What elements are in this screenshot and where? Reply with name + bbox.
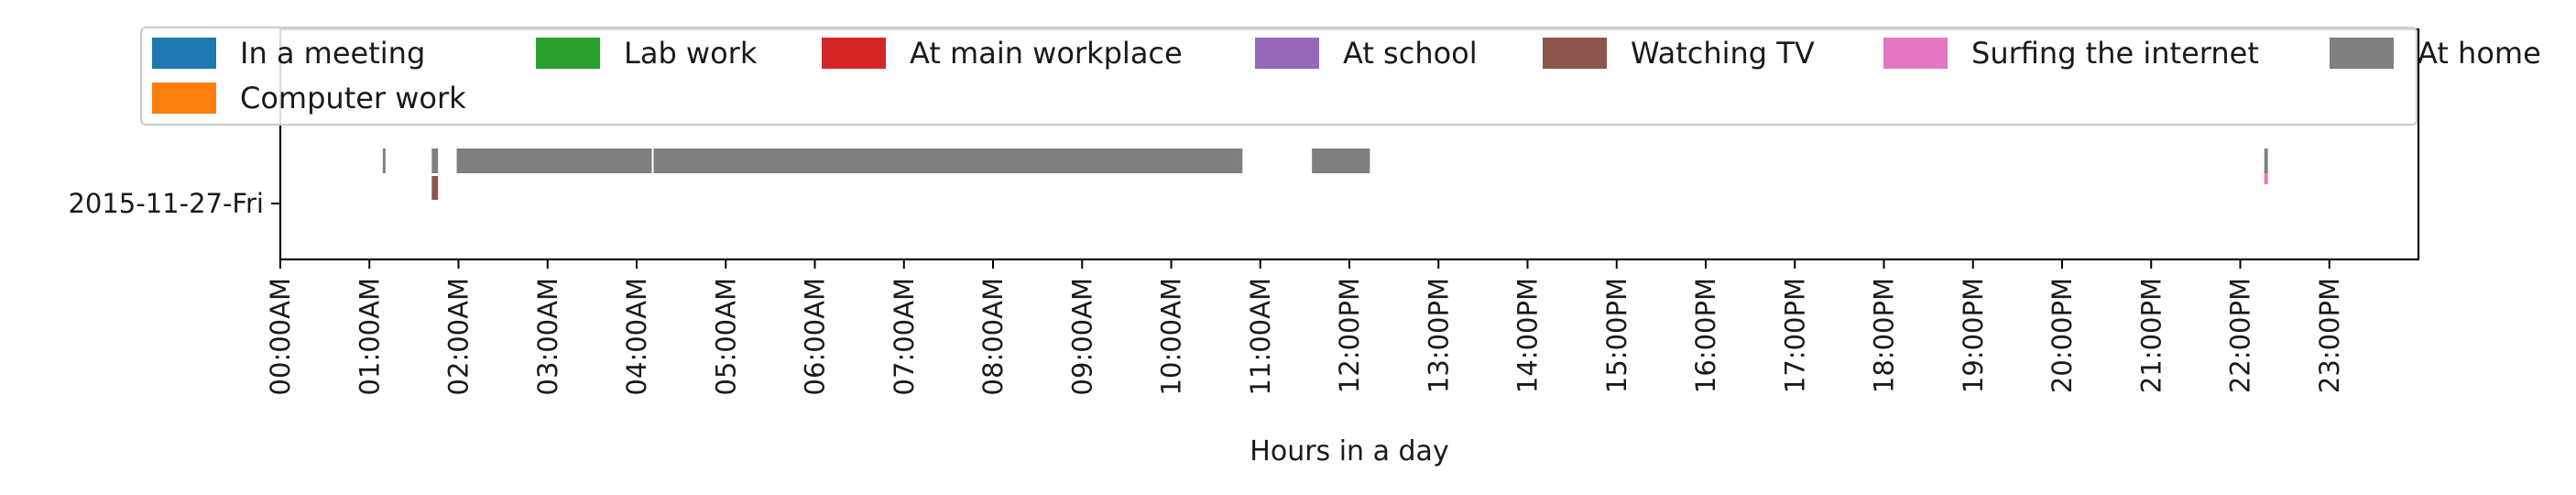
x-tick-label: 23:00PM [2314, 278, 2345, 393]
bar-surfing-the-internet-0 [2264, 169, 2268, 184]
x-tick-label: 15:00PM [1601, 278, 1632, 393]
legend-swatch [1883, 38, 1948, 69]
x-tick-label: 06:00AM [800, 278, 831, 395]
x-tick-label: 11:00AM [1245, 278, 1276, 395]
x-tick-label: 20:00PM [2047, 278, 2078, 393]
legend-swatch [822, 38, 886, 69]
x-tick-label: 09:00AM [1066, 278, 1097, 395]
x-tick-label: 18:00PM [1869, 278, 1900, 393]
x-tick-label: 17:00PM [1779, 278, 1810, 393]
bar-at-home-5 [1312, 148, 1370, 173]
legend-swatch [152, 38, 216, 69]
x-tick-label: 12:00PM [1334, 278, 1365, 393]
bar-at-home-2 [456, 148, 652, 173]
x-tick-label: 04:00AM [621, 278, 652, 395]
x-tick-label: 02:00AM [443, 278, 475, 395]
x-tick-label: 01:00AM [354, 278, 385, 395]
legend-swatch [2330, 38, 2394, 69]
x-tick-label: 21:00PM [2135, 278, 2167, 393]
bar-at-home-1 [431, 148, 439, 173]
axes: 00:00AM 01:00AM 02:00AM 03:00AM 04:00AM 05:00… [68, 28, 2420, 395]
bar-at-home-6 [2264, 148, 2268, 173]
x-tick-label: 16:00PM [1690, 278, 1721, 393]
x-tick-label: 10:00AM [1156, 278, 1187, 395]
y-tick-label: 2015-11-27-Fri [68, 188, 264, 219]
legend-frame [140, 27, 2418, 126]
x-tick-label: 07:00AM [889, 278, 920, 395]
x-tick-label: 19:00PM [1958, 278, 1989, 393]
bar-at-home-0 [382, 148, 386, 173]
legend: In a meeting Computer work Lab work At main… [140, 27, 2541, 126]
legend-label: Watching TV [1631, 36, 1815, 71]
legend-swatch [1543, 38, 1607, 69]
legend-label: At main workplace [910, 36, 1183, 71]
x-tick-label: 00:00AM [265, 278, 296, 395]
legend-swatch [152, 82, 216, 114]
x-tick-label: 05:00AM [710, 278, 741, 395]
x-axis-title: Hours in a day [1250, 435, 1448, 468]
legend-swatch [536, 38, 600, 69]
legend-label: Lab work [624, 36, 758, 71]
x-tick-label: 08:00AM [977, 278, 1009, 395]
x-tick-label: 22:00PM [2225, 278, 2256, 393]
x-tick-label: 14:00PM [1512, 278, 1544, 393]
legend-swatch [1255, 38, 1319, 69]
legend-label: At home [2418, 36, 2541, 71]
legend-label: At school [1343, 36, 1478, 71]
legend-label: Computer work [240, 81, 466, 116]
bar-watching-tv-0 [431, 176, 439, 200]
bar-at-home-4 [1235, 148, 1243, 173]
x-tick-label: 03:00AM [532, 278, 563, 395]
bar-at-home-3 [653, 148, 1236, 173]
x-tick-label: 13:00PM [1423, 278, 1454, 393]
legend-label: Surfing the internet [1971, 36, 2259, 71]
plot-area [382, 148, 2268, 200]
legend-label: In a meeting [240, 36, 425, 71]
